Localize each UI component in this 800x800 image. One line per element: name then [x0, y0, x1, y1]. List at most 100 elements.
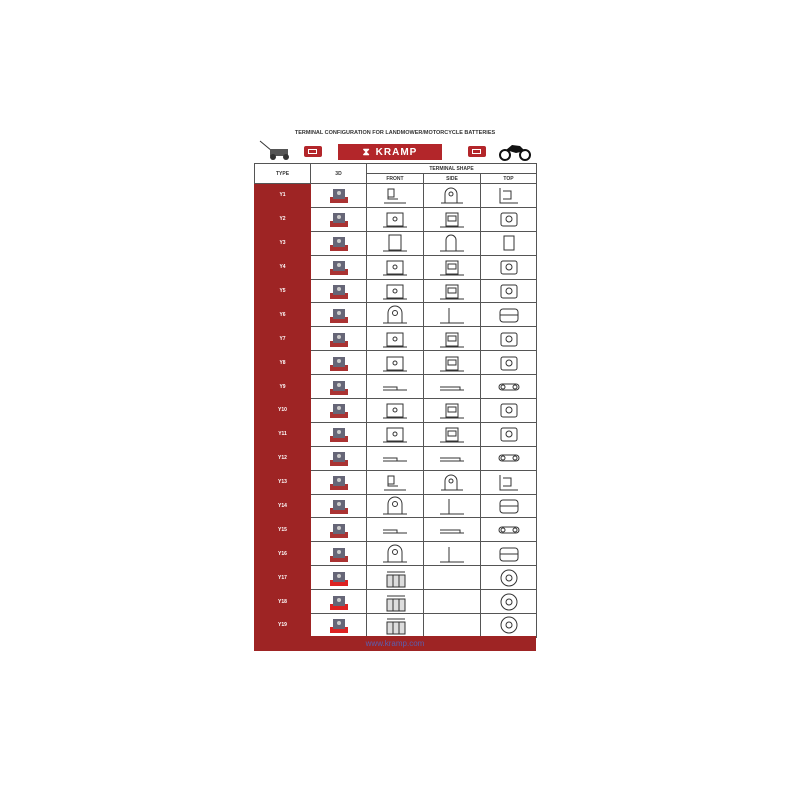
terminal-top-drawing: [500, 356, 518, 371]
terminal-top-drawing: [498, 454, 520, 462]
terminal-top-drawing: [500, 427, 518, 442]
document-title: TERMINAL CONFIGURATION FOR LANDMOWER/MOT…: [294, 130, 496, 136]
terminal-front-drawing: [383, 386, 407, 391]
terminal-front-drawing: [383, 260, 407, 276]
type-cell: Y7: [254, 326, 311, 352]
k-icon: ⧗: [362, 146, 371, 158]
terminal-front-drawing: [384, 188, 406, 204]
front-shape-cell: [366, 565, 424, 591]
terminal-3d-icon: [329, 261, 348, 276]
table-row: Y4: [254, 254, 538, 280]
terminal-side-drawing: [441, 474, 463, 491]
terminal-3d-icon: [329, 500, 348, 515]
table-row: Y9: [254, 374, 538, 400]
terminal-top-drawing: [503, 235, 515, 251]
terminal-3d-icon: [329, 452, 348, 467]
terminal-side-drawing: [440, 284, 464, 300]
terminal-3d-icon: [329, 547, 348, 562]
top-shape-cell: [479, 254, 538, 280]
terminal-side-drawing: [440, 546, 464, 563]
type-cell: Y17: [254, 565, 311, 591]
side-shape-cell: [423, 398, 481, 423]
top-shape-cell: [479, 565, 538, 591]
table-row: Y16: [254, 541, 538, 567]
side-shape-cell: [423, 493, 481, 519]
table-row: Y15: [254, 517, 538, 543]
side-shape-cell: [423, 565, 481, 591]
footer-link[interactable]: www.kramp.com: [254, 636, 536, 651]
side-shape-cell: [423, 278, 481, 304]
terminal-3d-icon: [329, 285, 348, 299]
header-top: TOP: [479, 173, 538, 184]
top-shape-cell: [479, 183, 538, 208]
table-row: Y19: [254, 613, 538, 638]
terminal-top-drawing: [499, 499, 519, 514]
type-cell: Y3: [254, 230, 311, 256]
3d-image: [310, 350, 367, 376]
terminal-3d-icon: [329, 476, 348, 491]
header-type: TYPE: [254, 163, 311, 184]
terminal-front-drawing: [383, 212, 407, 228]
3d-image: [310, 326, 367, 352]
terminal-side-drawing: [437, 615, 467, 635]
side-shape-cell: [423, 350, 481, 376]
3d-image: [310, 278, 367, 304]
table-row: Y3: [254, 230, 538, 256]
top-shape-cell: [479, 541, 538, 567]
terminal-side-drawing: [440, 307, 464, 324]
terminal-top-drawing: [499, 547, 519, 562]
terminal-front-drawing: [383, 457, 407, 462]
terminal-top-drawing: [500, 212, 518, 227]
3d-image: [310, 183, 367, 208]
side-shape-cell: [423, 613, 481, 638]
top-shape-cell: [479, 493, 538, 519]
terminal-side-drawing: [437, 568, 467, 588]
terminal-top-drawing: [500, 593, 518, 611]
terminal-top-drawing: [500, 332, 518, 347]
terminal-side-drawing: [440, 356, 464, 372]
side-shape-cell: [423, 326, 481, 352]
front-shape-cell: [366, 541, 424, 567]
terminal-side-drawing: [441, 187, 463, 204]
lawnmower-icon: [259, 140, 289, 160]
side-shape-cell: [423, 469, 481, 495]
type-cell: Y4: [254, 254, 311, 280]
terminal-side-drawing: [440, 332, 464, 348]
terminal-front-drawing: [383, 305, 407, 324]
terminal-top-drawing: [500, 260, 518, 275]
front-shape-cell: [366, 589, 424, 615]
type-cell: Y10: [254, 398, 311, 423]
table-row: Y17: [254, 565, 538, 591]
front-shape-cell: [366, 517, 424, 543]
terminal-side-drawing: [440, 212, 464, 228]
terminal-3d-icon: [329, 404, 348, 419]
type-cell: Y18: [254, 589, 311, 615]
table-row: Y12: [254, 445, 538, 471]
kramp-logo: ⧗ KRAMP: [338, 144, 442, 160]
side-shape-cell: [423, 517, 481, 543]
3d-image: [310, 469, 367, 495]
terminal-3d-icon: [329, 380, 348, 395]
terminal-top-drawing: [499, 188, 518, 204]
terminal-front-drawing: [383, 403, 407, 419]
top-shape-cell: [479, 326, 538, 352]
top-shape-cell: [479, 350, 538, 376]
terminal-top-drawing: [500, 403, 518, 418]
terminal-3d-icon: [329, 356, 348, 371]
table-row: Y13: [254, 469, 538, 495]
terminal-3d-icon: [329, 571, 348, 586]
type-cell: Y6: [254, 302, 311, 328]
front-shape-cell: [366, 206, 424, 232]
3d-image: [310, 565, 367, 591]
3d-image: [310, 613, 367, 638]
top-shape-cell: [479, 613, 538, 638]
top-shape-cell: [479, 302, 538, 328]
type-cell: Y14: [254, 493, 311, 519]
side-shape-cell: [423, 541, 481, 567]
terminal-top-drawing: [500, 616, 518, 634]
header-side: SIDE: [423, 173, 481, 184]
top-shape-cell: [479, 374, 538, 400]
front-shape-cell: [366, 398, 424, 423]
3d-image: [310, 302, 367, 328]
table-row: Y11: [254, 421, 538, 447]
